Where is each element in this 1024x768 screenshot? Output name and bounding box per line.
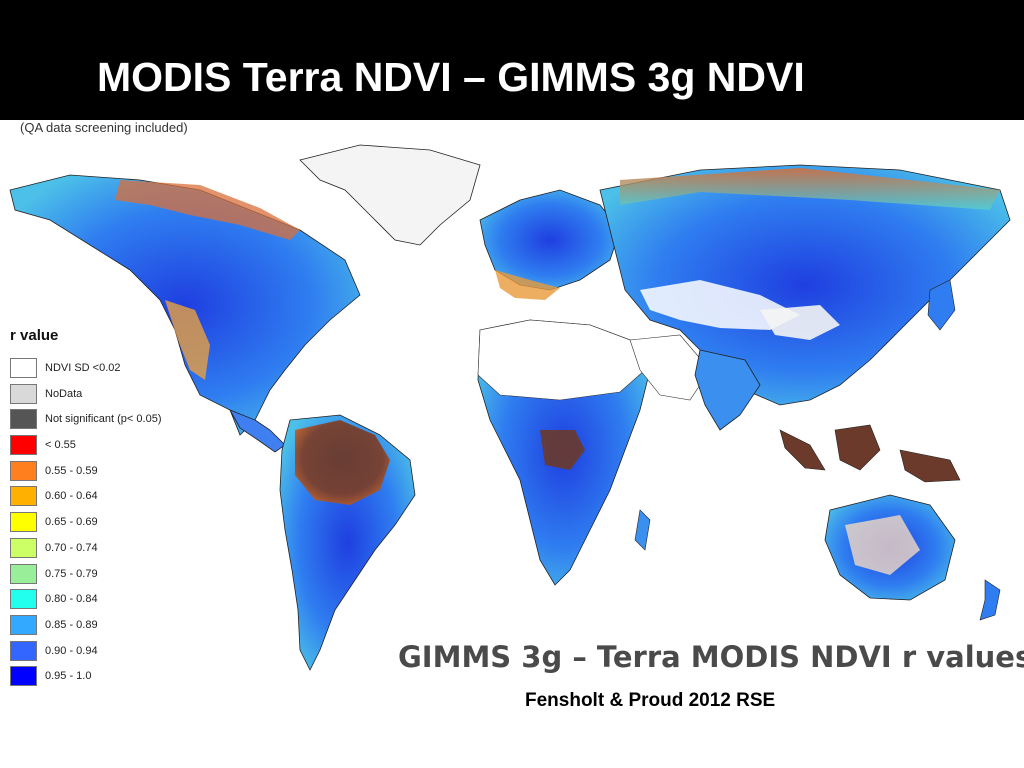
europe bbox=[479, 189, 621, 291]
legend-swatch bbox=[10, 589, 37, 610]
siberia-north bbox=[620, 168, 1000, 210]
amazon-region bbox=[295, 420, 390, 505]
borneo bbox=[834, 424, 881, 471]
legend-swatch bbox=[10, 563, 37, 584]
legend-label: 0.75 - 0.79 bbox=[45, 567, 98, 580]
citation: Fensholt & Proud 2012 RSE bbox=[525, 690, 776, 711]
legend-label: 0.80 - 0.84 bbox=[45, 593, 98, 606]
legend-swatch bbox=[10, 358, 37, 378]
greenland bbox=[299, 144, 481, 246]
legend-item: 0.55 - 0.59 bbox=[10, 460, 180, 487]
europe-south bbox=[495, 270, 560, 300]
legend-label: Not significant (p< 0.05) bbox=[45, 413, 162, 426]
new-zealand bbox=[979, 579, 1001, 621]
legend-swatch bbox=[10, 512, 37, 533]
legend-label: 0.95 - 1.0 bbox=[45, 670, 92, 683]
legend-item: 0.80 - 0.84 bbox=[10, 589, 180, 615]
legend-item: 0.70 - 0.74 bbox=[10, 537, 180, 564]
legend-label: < 0.55 bbox=[45, 439, 76, 452]
legend-swatch bbox=[10, 383, 37, 404]
legend-item: 0.90 - 0.94 bbox=[10, 640, 180, 667]
legend-label: 0.85 - 0.89 bbox=[45, 618, 98, 631]
legend-item: 0.65 - 0.69 bbox=[10, 512, 180, 538]
india bbox=[694, 349, 761, 431]
qa-note: (QA data screening included) bbox=[20, 120, 188, 135]
map-caption: GIMMS 3g – Terra MODIS NDVI r values bbox=[398, 640, 1024, 674]
legend-item: 0.75 - 0.79 bbox=[10, 563, 180, 590]
legend-label: 0.55 - 0.59 bbox=[45, 464, 98, 477]
legend-title: r value bbox=[10, 327, 59, 344]
japan bbox=[927, 279, 956, 331]
legend-item: 0.85 - 0.89 bbox=[10, 614, 180, 641]
legend-label: NDVI SD <0.02 bbox=[45, 362, 121, 374]
legend-label: NoData bbox=[45, 387, 83, 400]
sumatra bbox=[779, 429, 826, 471]
legend-swatch bbox=[10, 614, 37, 635]
legend-swatch bbox=[10, 460, 37, 481]
north-america-arctic bbox=[115, 180, 300, 240]
slide-title: MODIS Terra NDVI – GIMMS 3g NDVI bbox=[97, 54, 805, 100]
legend: NDVI SD <0.02 NoData Not significant (p< 0… bbox=[10, 358, 180, 692]
western-na-dry bbox=[165, 300, 210, 380]
legend-item: NoData bbox=[10, 383, 180, 410]
legend-item: 0.60 - 0.64 bbox=[10, 486, 180, 512]
legend-item: < 0.55 bbox=[10, 435, 180, 461]
new-guinea bbox=[899, 449, 961, 483]
legend-swatch bbox=[10, 640, 37, 661]
legend-item: NDVI SD <0.02 bbox=[10, 358, 180, 384]
title-bar: MODIS Terra NDVI – GIMMS 3g NDVI bbox=[0, 0, 1024, 120]
sahara bbox=[477, 319, 646, 401]
legend-swatch bbox=[10, 537, 37, 558]
legend-swatch bbox=[10, 666, 37, 687]
world-map bbox=[9, 144, 1011, 671]
legend-label: 0.70 - 0.74 bbox=[45, 541, 98, 554]
central-america bbox=[229, 409, 286, 453]
congo-basin bbox=[540, 430, 585, 470]
legend-label: 0.90 - 0.94 bbox=[45, 644, 98, 657]
legend-item: Not significant (p< 0.05) bbox=[10, 409, 180, 435]
central-asia-dry bbox=[640, 280, 800, 330]
australia-interior bbox=[845, 515, 920, 575]
legend-swatch bbox=[10, 435, 37, 456]
tibet-dry bbox=[760, 305, 840, 340]
asia bbox=[599, 164, 1011, 406]
legend-label: 0.60 - 0.64 bbox=[45, 490, 98, 503]
arabia bbox=[629, 334, 711, 401]
legend-swatch bbox=[10, 409, 37, 430]
madagascar bbox=[634, 509, 651, 551]
legend-label: 0.65 - 0.69 bbox=[45, 516, 98, 529]
legend-swatch bbox=[10, 486, 37, 507]
legend-item: 0.95 - 1.0 bbox=[10, 666, 180, 692]
